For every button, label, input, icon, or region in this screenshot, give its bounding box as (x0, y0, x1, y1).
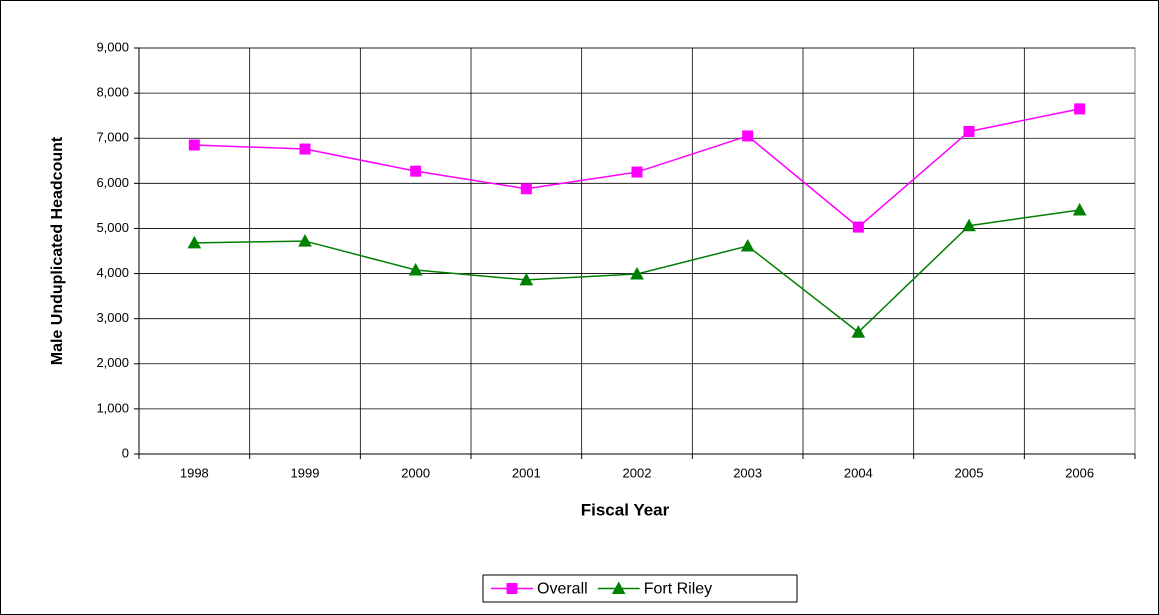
marker (630, 266, 644, 280)
y-tick-label: 7,000 (96, 130, 129, 145)
marker (611, 581, 626, 594)
marker (187, 235, 202, 249)
marker (963, 125, 975, 137)
legend-label: Fort Riley (644, 581, 712, 598)
y-tick-label: 5,000 (96, 220, 129, 235)
marker (520, 183, 532, 195)
marker (962, 218, 976, 232)
y-tick-label: 8,000 (96, 85, 129, 100)
marker (852, 221, 864, 233)
y-tick-label: 2,000 (96, 355, 129, 370)
legend-box (482, 574, 798, 603)
marker (299, 143, 311, 155)
marker (506, 583, 518, 594)
marker (1072, 202, 1087, 216)
y-tick-label: 6,000 (96, 175, 129, 190)
marker (188, 139, 200, 151)
y-axis-title: Male Unduplicated Headcount (49, 136, 66, 365)
x-tick-label: 1998 (180, 465, 209, 480)
marker (519, 272, 534, 286)
x-tick-label: 2003 (733, 465, 762, 480)
x-tick-label: 1999 (291, 465, 320, 480)
marker (410, 165, 422, 177)
x-tick-label: 2004 (844, 465, 873, 480)
x-tick-label: 2002 (623, 465, 652, 480)
x-tick-label: 2000 (401, 465, 430, 480)
plot-area (138, 47, 1136, 455)
marker (408, 262, 423, 276)
marker (1074, 103, 1086, 115)
x-axis-title: Fiscal Year (581, 500, 670, 519)
y-tick-label: 1,000 (96, 400, 129, 415)
marker (851, 325, 866, 338)
marker (631, 166, 643, 178)
y-tick-label: 4,000 (96, 265, 129, 280)
y-tick-label: 3,000 (96, 310, 129, 325)
marker (742, 130, 754, 142)
y-tick-label: 0 (122, 445, 129, 460)
y-tick-label: 9,000 (96, 39, 129, 54)
x-tick-label: 2005 (955, 465, 984, 480)
x-tick-label: 2006 (1065, 465, 1094, 480)
marker (740, 238, 755, 252)
marker (298, 234, 312, 247)
legend-label: Overall (537, 581, 588, 598)
x-tick-label: 2001 (512, 465, 541, 480)
